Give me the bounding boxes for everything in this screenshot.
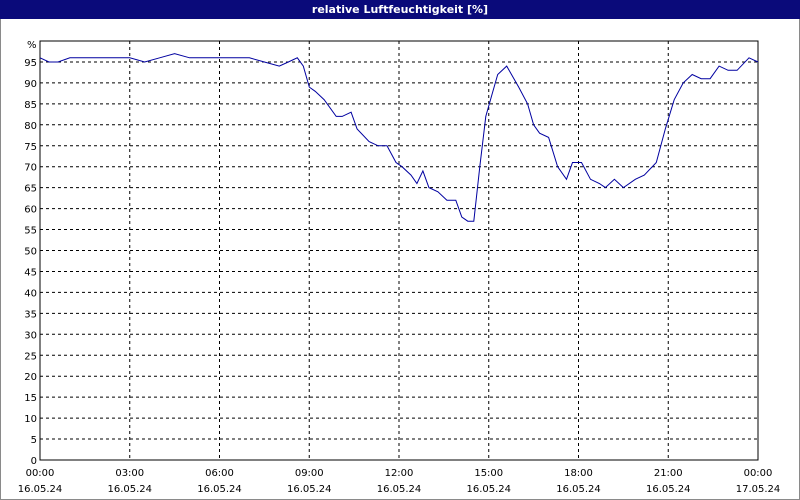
x-tick-date-label: 16.05.24 [18, 484, 63, 495]
y-tick-label: 35 [24, 309, 37, 320]
x-axis-ticks: 00:00 16.05.24 03:00 16.05.24 06:00 16.05.24 0… [18, 468, 781, 495]
y-tick-label: 10 [24, 414, 37, 425]
x-tick-time-label: 06:00 [205, 468, 234, 479]
y-tick-label: 60 [24, 205, 37, 216]
x-tick-date-label: 16.05.24 [197, 484, 242, 495]
x-tick-date-label: 16.05.24 [377, 484, 422, 495]
x-tick-time-label: 12:00 [385, 468, 414, 479]
plot-area [39, 40, 759, 461]
x-tick-date-label: 16.05.24 [556, 484, 601, 495]
x-tick-time-label: 00:00 [744, 468, 773, 479]
y-tick-label: 80 [24, 121, 37, 132]
y-tick-label: 50 [24, 247, 37, 258]
y-tick-label: 15 [24, 393, 37, 404]
x-tick-date-label: 16.05.24 [107, 484, 152, 495]
y-tick-label: 65 [24, 184, 37, 195]
y-tick-label: 25 [24, 351, 37, 362]
x-tick-time-label: 15:00 [474, 468, 503, 479]
x-tick-time-label: 00:00 [26, 468, 55, 479]
y-tick-label: 40 [24, 288, 37, 299]
y-tick-label: 0 [31, 456, 37, 467]
y-tick-label: 70 [24, 163, 37, 174]
y-tick-label: 75 [24, 142, 37, 153]
y-tick-label: 95 [24, 58, 37, 69]
x-tick-time-label: 09:00 [295, 468, 324, 479]
y-tick-label: 5 [31, 435, 37, 446]
y-tick-label: 45 [24, 267, 37, 278]
chart-title: relative Luftfeuchtigkeit [%] [0, 0, 800, 19]
chart-grid [40, 41, 758, 460]
humidity-series-line [39, 53, 759, 222]
y-axis-ticks: 0 5 10 15 20 25 30 35 40 45 50 55 60 65 70 75 80 85 90 95 [24, 58, 37, 467]
y-tick-label: 20 [24, 372, 37, 383]
y-tick-label: 85 [24, 100, 37, 111]
x-tick-date-label: 16.05.24 [287, 484, 332, 495]
x-tick-time-label: 21:00 [654, 468, 683, 479]
x-tick-date-label: 17.05.24 [736, 484, 781, 495]
y-tick-label: 90 [24, 79, 37, 90]
x-tick-date-label: 16.05.24 [466, 484, 511, 495]
y-tick-label: 55 [24, 226, 37, 237]
x-tick-time-label: 18:00 [564, 468, 593, 479]
y-axis-unit-label: % [27, 40, 37, 51]
y-tick-label: 30 [24, 330, 37, 341]
x-tick-time-label: 03:00 [115, 468, 144, 479]
x-tick-date-label: 16.05.24 [646, 484, 691, 495]
